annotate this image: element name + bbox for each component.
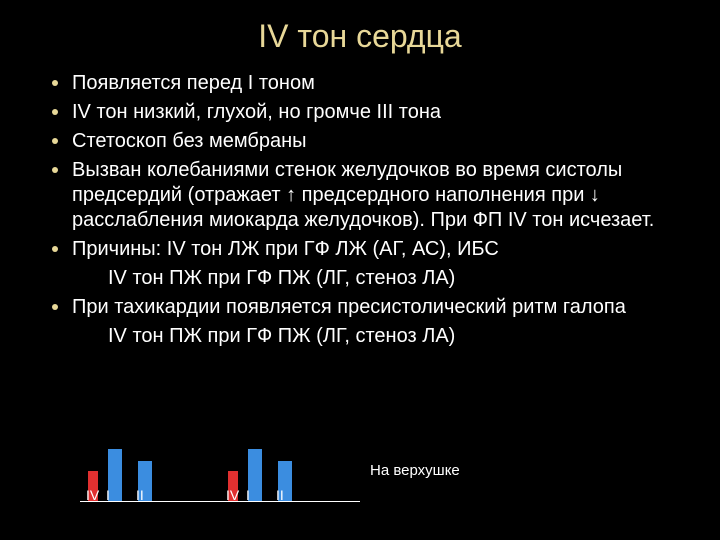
chart-area: На верхушке IVIIIIVIII xyxy=(80,420,640,520)
heart-tones-chart xyxy=(80,438,360,520)
bullet-item: Причины: IV тон ЛЖ при ГФ ЛЖ (АГ, АС), И… xyxy=(52,237,690,262)
chart-label: II xyxy=(276,487,284,503)
chart-label-row: IVIII xyxy=(80,487,220,505)
bullet-list: При тахикардии появляется пресистолическ… xyxy=(52,295,690,320)
bullet-item: Стетоскоп без мембраны xyxy=(52,129,690,154)
bullet-item: Появляется перед I тоном xyxy=(52,71,690,96)
bullet-item: Вызван колебаниями стенок желудочков во … xyxy=(52,158,690,233)
bullet-item: При тахикардии появляется пресистолическ… xyxy=(52,295,690,320)
sub-line: IV тон ПЖ при ГФ ПЖ (ЛГ, стеноз ЛА) xyxy=(108,324,690,349)
chart-label: IV xyxy=(226,487,239,503)
sub-line: IV тон ПЖ при ГФ ПЖ (ЛГ, стеноз ЛА) xyxy=(108,266,690,291)
chart-label: IV xyxy=(86,487,99,503)
bullet-item: IV тон низкий, глухой, но громче III тон… xyxy=(52,100,690,125)
chart-label: II xyxy=(136,487,144,503)
chart-caption: На верхушке xyxy=(370,462,460,479)
slide-title: IV тон сердца xyxy=(30,18,690,55)
bullet-list: Появляется перед I тоном IV тон низкий, г… xyxy=(52,71,690,262)
chart-label-row: IVIII xyxy=(220,487,360,505)
chart-label: I xyxy=(106,487,110,503)
chart-label: I xyxy=(246,487,250,503)
slide: IV тон сердца Появляется перед I тоном IV… xyxy=(0,0,720,540)
